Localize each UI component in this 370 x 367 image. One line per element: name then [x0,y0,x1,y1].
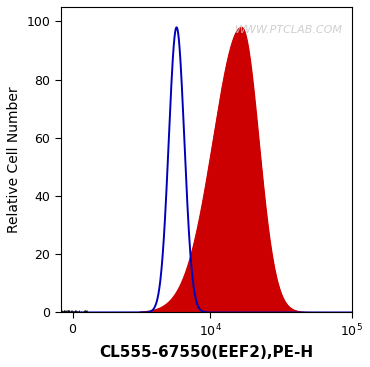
X-axis label: CL555-67550(EEF2),PE-H: CL555-67550(EEF2),PE-H [99,345,313,360]
Text: WWW.PTCLAB.COM: WWW.PTCLAB.COM [235,25,343,35]
Y-axis label: Relative Cell Number: Relative Cell Number [7,86,21,233]
